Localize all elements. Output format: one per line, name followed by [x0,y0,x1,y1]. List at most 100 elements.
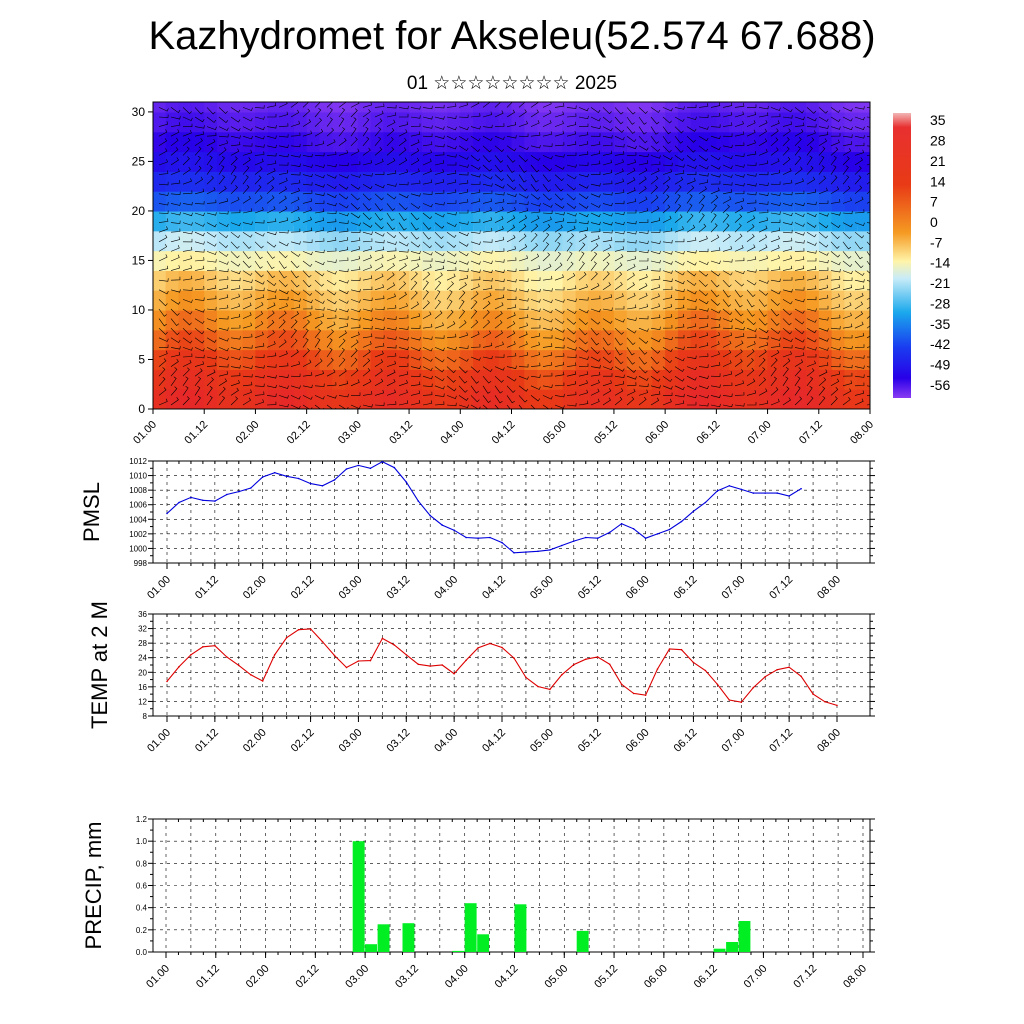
wind-barb [326,279,337,286]
wind-barb [747,402,757,406]
wind-barb [218,386,226,396]
wind-barb [842,277,853,281]
wind-barb [170,376,177,386]
wind-barb [626,317,637,321]
wind-barb [506,164,515,173]
wind-barb [854,185,863,195]
wind-barb [350,203,360,210]
heatmap-cell [575,305,589,331]
wind-barb [626,187,636,195]
wind-barb [398,281,407,291]
wind-barb [422,258,433,262]
wind-barb [434,347,445,352]
wind-barb [242,107,253,111]
heatmap-cell [780,205,794,232]
wind-barb [530,316,541,321]
wind-barb [374,193,384,201]
heatmap-cell [242,324,257,351]
wind-barb [242,251,252,259]
wind-barb [770,202,781,206]
wind-barb [770,120,780,127]
x-tick-label: 01.00 [131,419,159,447]
wind-barb [818,146,826,156]
wind-barb [170,116,181,120]
wind-barb [482,319,491,329]
wind-barb [686,344,697,348]
heatmap-cell [741,384,756,409]
heatmap-cell [396,106,410,133]
wind-barb [530,174,539,183]
wind-barb [422,356,433,362]
wind-barb [398,379,408,387]
wind-barb [542,395,553,400]
wind-barb [542,210,553,214]
heatmap-cell [703,106,717,133]
wind-barb [674,260,685,266]
wind-barb [770,299,780,306]
wind-barb [686,366,697,371]
wind-barb [314,164,325,168]
wind-barb [746,308,755,317]
wind-barb [410,148,420,156]
heatmap-cell [741,245,756,271]
wind-barb [662,375,673,382]
wind-barb [698,235,708,243]
wind-barb [518,155,528,163]
wind-barb [350,117,357,127]
wind-barb [434,265,445,271]
wind-barb [518,215,528,223]
wind-barb [602,327,612,336]
chart-subtitle: 01 ☆☆☆☆☆☆☆☆ 2025 [406,73,618,94]
wind-barb [854,116,865,121]
wind-barb [386,360,396,367]
wind-barb [806,347,817,351]
wind-barb [794,155,802,166]
precip-bar [377,924,390,952]
wind-barb [194,125,205,129]
heatmap-cell [805,364,820,390]
wind-barb [818,107,828,114]
wind-barb [674,184,682,195]
wind-barb [842,388,852,396]
heatmap-cell [729,186,743,212]
y-tick-label: 1008 [129,486,147,495]
wind-barb [482,111,493,118]
wind-barb [854,365,865,369]
wind-barb [590,271,598,281]
wind-barb [206,199,217,204]
wind-barb [434,143,445,148]
wind-barb [506,320,516,329]
heatmap-cell [409,186,423,212]
heatmap-cell [767,126,781,153]
wind-barb [626,327,637,334]
heatmap-cell [165,285,180,311]
wind-barb [302,279,312,288]
x-tick-label: 01.12 [194,963,222,991]
wind-barb [638,219,649,223]
heatmap-cell [562,225,577,252]
wind-barb [350,339,359,348]
wind-barb [638,389,648,396]
wind-barb [351,392,361,396]
heatmap-cell [549,324,564,351]
heatmap-cell [575,265,589,291]
wind-barb [554,224,563,233]
colorbar-label: -21 [930,275,950,291]
x-tick-label: 01.00 [145,727,173,755]
wind-barb [182,337,193,344]
data-point [238,664,240,667]
wind-barb [674,313,685,319]
heatmap-cell [793,305,807,331]
wind-barb [626,282,635,291]
heatmap-cell [485,305,500,331]
wind-barb [386,247,397,252]
wind-barb [158,327,168,335]
heatmap-cell [434,364,449,390]
heatmap-cell [165,225,180,252]
heatmap-cell [165,384,180,409]
wind-barb [470,113,481,118]
wind-barb [218,304,229,310]
colorbar-label: -35 [930,316,950,332]
heatmap-cell [511,305,525,331]
heatmap-cell [345,305,359,331]
